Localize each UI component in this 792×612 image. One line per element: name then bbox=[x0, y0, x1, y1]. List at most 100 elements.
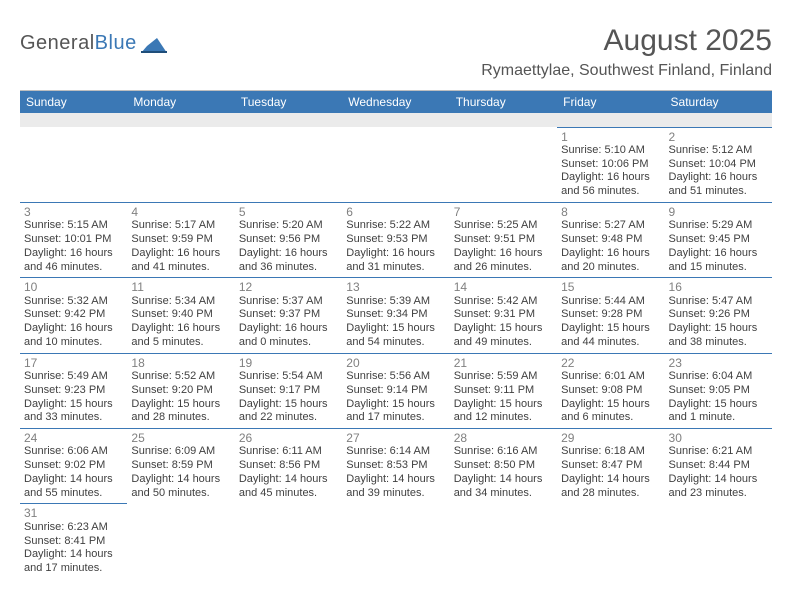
day-number: 30 bbox=[669, 431, 768, 445]
day-info: and 39 minutes. bbox=[346, 487, 445, 501]
day-info: Daylight: 15 hours bbox=[669, 322, 768, 336]
day-info: and 41 minutes. bbox=[131, 261, 230, 275]
day-info: Sunset: 9:08 PM bbox=[561, 384, 660, 398]
calendar-cell bbox=[665, 504, 772, 579]
day-info: Sunset: 8:50 PM bbox=[454, 459, 553, 473]
day-info: and 45 minutes. bbox=[239, 487, 338, 501]
calendar-cell: 21Sunrise: 5:59 AMSunset: 9:11 PMDayligh… bbox=[450, 353, 557, 428]
header: GeneralBlue August 2025 Rymaettylae, Sou… bbox=[20, 24, 772, 80]
calendar-cell: 27Sunrise: 6:14 AMSunset: 8:53 PMDayligh… bbox=[342, 429, 449, 504]
calendar-cell: 12Sunrise: 5:37 AMSunset: 9:37 PMDayligh… bbox=[235, 278, 342, 353]
weekday-header: Friday bbox=[557, 91, 664, 113]
calendar-cell: 8Sunrise: 5:27 AMSunset: 9:48 PMDaylight… bbox=[557, 202, 664, 277]
day-info: Sunset: 8:44 PM bbox=[669, 459, 768, 473]
day-number: 10 bbox=[24, 280, 123, 294]
calendar-table: Sunday Monday Tuesday Wednesday Thursday… bbox=[20, 91, 772, 579]
day-info: and 51 minutes. bbox=[669, 185, 768, 199]
day-info: Sunrise: 6:16 AM bbox=[454, 445, 553, 459]
day-info: Daylight: 15 hours bbox=[561, 322, 660, 336]
logo: GeneralBlue bbox=[20, 32, 167, 55]
day-info: and 28 minutes. bbox=[561, 487, 660, 501]
calendar-row: 24Sunrise: 6:06 AMSunset: 9:02 PMDayligh… bbox=[20, 429, 772, 504]
day-info: Sunset: 9:45 PM bbox=[669, 233, 768, 247]
calendar-cell bbox=[127, 127, 234, 202]
day-info: Daylight: 15 hours bbox=[346, 322, 445, 336]
calendar-cell: 13Sunrise: 5:39 AMSunset: 9:34 PMDayligh… bbox=[342, 278, 449, 353]
day-info: Sunset: 9:40 PM bbox=[131, 308, 230, 322]
day-info: Sunset: 9:11 PM bbox=[454, 384, 553, 398]
calendar-cell: 16Sunrise: 5:47 AMSunset: 9:26 PMDayligh… bbox=[665, 278, 772, 353]
day-number: 21 bbox=[454, 356, 553, 370]
day-number: 25 bbox=[131, 431, 230, 445]
day-info: Daylight: 16 hours bbox=[669, 247, 768, 261]
day-info: Daylight: 16 hours bbox=[239, 322, 338, 336]
day-info: Sunset: 8:56 PM bbox=[239, 459, 338, 473]
day-number: 13 bbox=[346, 280, 445, 294]
day-info: Daylight: 16 hours bbox=[24, 247, 123, 261]
calendar-cell: 15Sunrise: 5:44 AMSunset: 9:28 PMDayligh… bbox=[557, 278, 664, 353]
day-number: 24 bbox=[24, 431, 123, 445]
calendar-cell bbox=[235, 504, 342, 579]
day-info: and 12 minutes. bbox=[454, 411, 553, 425]
day-info: Sunset: 9:26 PM bbox=[669, 308, 768, 322]
title-block: August 2025 Rymaettylae, Southwest Finla… bbox=[481, 24, 772, 80]
calendar-cell: 14Sunrise: 5:42 AMSunset: 9:31 PMDayligh… bbox=[450, 278, 557, 353]
calendar-cell: 17Sunrise: 5:49 AMSunset: 9:23 PMDayligh… bbox=[20, 353, 127, 428]
calendar-cell: 29Sunrise: 6:18 AMSunset: 8:47 PMDayligh… bbox=[557, 429, 664, 504]
day-info: Sunset: 10:06 PM bbox=[561, 158, 660, 172]
weekday-header: Sunday bbox=[20, 91, 127, 113]
day-info: Sunset: 9:51 PM bbox=[454, 233, 553, 247]
day-info: and 20 minutes. bbox=[561, 261, 660, 275]
day-number: 20 bbox=[346, 356, 445, 370]
day-info: Sunrise: 5:25 AM bbox=[454, 219, 553, 233]
day-info: Sunset: 8:53 PM bbox=[346, 459, 445, 473]
day-info: Daylight: 14 hours bbox=[131, 473, 230, 487]
calendar-cell bbox=[235, 127, 342, 202]
location: Rymaettylae, Southwest Finland, Finland bbox=[481, 62, 772, 80]
day-info: Daylight: 15 hours bbox=[454, 322, 553, 336]
calendar-cell: 6Sunrise: 5:22 AMSunset: 9:53 PMDaylight… bbox=[342, 202, 449, 277]
calendar-cell: 22Sunrise: 6:01 AMSunset: 9:08 PMDayligh… bbox=[557, 353, 664, 428]
calendar-row: 10Sunrise: 5:32 AMSunset: 9:42 PM Dayligh… bbox=[20, 278, 772, 353]
day-info: and 54 minutes. bbox=[346, 336, 445, 350]
day-info: Daylight: 16 hours bbox=[346, 247, 445, 261]
day-info: Sunrise: 5:12 AM bbox=[669, 144, 768, 158]
day-info: and 31 minutes. bbox=[346, 261, 445, 275]
day-number: 18 bbox=[131, 356, 230, 370]
day-number: 9 bbox=[669, 205, 768, 219]
day-info: Sunrise: 5:32 AM bbox=[24, 295, 123, 309]
logo-text-blue: Blue bbox=[95, 32, 137, 54]
calendar-cell: 4Sunrise: 5:17 AMSunset: 9:59 PMDaylight… bbox=[127, 202, 234, 277]
calendar-cell: 30Sunrise: 6:21 AMSunset: 8:44 PMDayligh… bbox=[665, 429, 772, 504]
day-number: 15 bbox=[561, 280, 660, 294]
calendar-cell bbox=[127, 504, 234, 579]
day-number: 23 bbox=[669, 356, 768, 370]
day-info: Daylight: 14 hours bbox=[24, 548, 123, 562]
day-info: Sunrise: 5:37 AM bbox=[239, 295, 338, 309]
day-info: Sunset: 9:53 PM bbox=[346, 233, 445, 247]
day-info: Sunrise: 6:06 AM bbox=[24, 445, 123, 459]
day-number: 8 bbox=[561, 205, 660, 219]
day-info: and 38 minutes. bbox=[669, 336, 768, 350]
day-info: Sunrise: 5:54 AM bbox=[239, 370, 338, 384]
day-info: and 28 minutes. bbox=[131, 411, 230, 425]
day-info: Daylight: 14 hours bbox=[669, 473, 768, 487]
day-info: Daylight: 15 hours bbox=[239, 398, 338, 412]
day-number: 26 bbox=[239, 431, 338, 445]
day-info: Sunset: 9:42 PM bbox=[24, 308, 123, 322]
calendar-cell: 11Sunrise: 5:34 AMSunset: 9:40 PMDayligh… bbox=[127, 278, 234, 353]
day-info: Daylight: 16 hours bbox=[239, 247, 338, 261]
day-info: Sunrise: 5:29 AM bbox=[669, 219, 768, 233]
day-number: 19 bbox=[239, 356, 338, 370]
day-info: and 50 minutes. bbox=[131, 487, 230, 501]
day-info: and 26 minutes. bbox=[454, 261, 553, 275]
day-info: Daylight: 16 hours bbox=[561, 247, 660, 261]
day-info: Sunset: 9:20 PM bbox=[131, 384, 230, 398]
day-info: Sunrise: 6:09 AM bbox=[131, 445, 230, 459]
day-info: Sunrise: 5:52 AM bbox=[131, 370, 230, 384]
day-info: Sunrise: 5:44 AM bbox=[561, 295, 660, 309]
day-number: 5 bbox=[239, 205, 338, 219]
day-info: Sunrise: 5:42 AM bbox=[454, 295, 553, 309]
day-info: Sunset: 9:34 PM bbox=[346, 308, 445, 322]
calendar-row: 31Sunrise: 6:23 AMSunset: 8:41 PMDayligh… bbox=[20, 504, 772, 579]
